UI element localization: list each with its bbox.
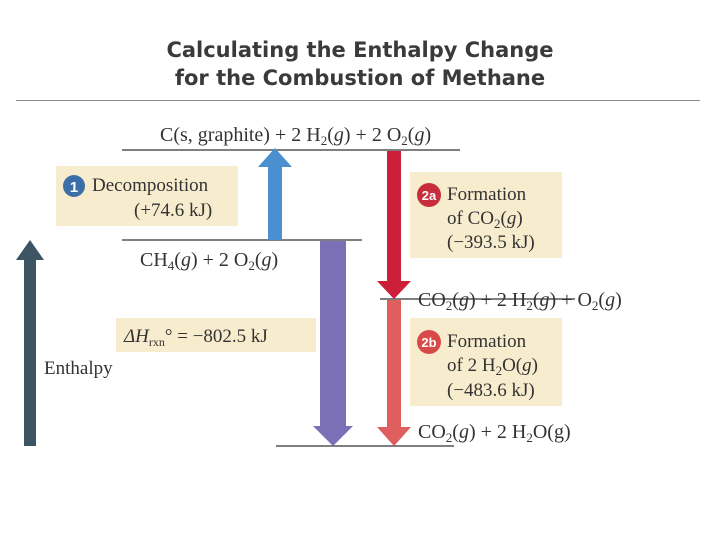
level-label-methane: CH4(g) + 2 O2(g) xyxy=(140,249,278,273)
formation-co2-value: (−393.5 kJ) xyxy=(447,232,535,253)
delta-h-box: ΔHrxn° = −802.5 kJ xyxy=(116,318,316,352)
formation-co2-label: Formation xyxy=(447,184,527,205)
delta-h-symbol: ΔH xyxy=(123,326,150,347)
decomposition-label-box: 1 Decomposition (+74.6 kJ) xyxy=(56,166,238,226)
step-1-badge xyxy=(63,175,85,197)
decomposition-value: (+74.6 kJ) xyxy=(134,200,212,221)
formation-h2o-label-box: 2b Formation of 2 H2O(g) (−483.6 kJ) xyxy=(410,318,562,406)
delta-h-label: ΔHrxn° = −802.5 kJ xyxy=(123,326,268,349)
delta-h-value: ° = −802.5 kJ xyxy=(165,326,268,347)
formation-h2o-value: (−483.6 kJ) xyxy=(447,380,535,401)
step-2b-badge-number: 2b xyxy=(421,335,436,350)
step-2b-badge xyxy=(417,330,441,354)
decomposition-label: Decomposition xyxy=(92,175,209,196)
step-2a-badge xyxy=(417,183,441,207)
overall-reaction-arrow xyxy=(313,241,353,446)
formation-h2o-line2: of 2 H2O(g) xyxy=(447,355,538,378)
formation-h2o-arrow xyxy=(377,300,411,446)
diagram-title: Calculating the Enthalpy Change for the … xyxy=(0,36,720,92)
title-line-2: for the Combustion of Methane xyxy=(174,66,546,90)
enthalpy-axis-label: Enthalpy xyxy=(44,358,113,379)
formation-co2-label-box: 2a Formation of CO2(g) (−393.5 kJ) xyxy=(410,172,562,258)
level-label-intermediate: CO2(g) + 2 H2(g) + O2(g) xyxy=(418,289,622,313)
level-label-top: C(s, graphite) + 2 H2(g) + 2 O2(g) xyxy=(160,124,431,148)
step-2a-badge-number: 2a xyxy=(422,188,437,203)
delta-h-subscript: rxn xyxy=(149,335,165,349)
level-label-products: CO2(g) + 2 H2O(g) xyxy=(418,421,571,445)
title-divider xyxy=(16,100,700,101)
formation-h2o-label: Formation xyxy=(447,331,527,352)
title-line-1: Calculating the Enthalpy Change xyxy=(166,38,554,62)
enthalpy-axis-arrow xyxy=(16,240,44,446)
formation-co2-arrow xyxy=(377,151,411,299)
decomposition-arrow xyxy=(258,148,292,240)
formation-co2-line2: of CO2(g) xyxy=(447,208,523,231)
step-1-badge-number: 1 xyxy=(70,179,78,196)
